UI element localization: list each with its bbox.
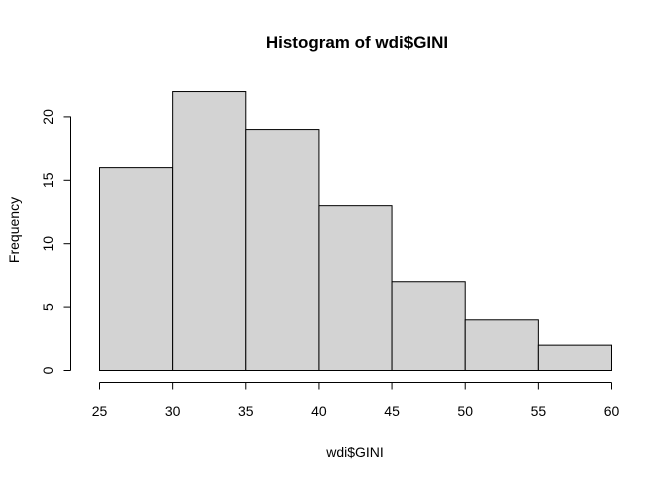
histogram-bar-50-55 <box>464 319 539 371</box>
chart-title: Histogram of wdi$GINI <box>266 33 448 52</box>
histogram-bar-30-35 <box>172 91 247 371</box>
x-tick-label: 60 <box>604 403 620 419</box>
y-tick-label: 20 <box>40 109 56 125</box>
y-tick-label: 0 <box>40 366 56 374</box>
x-axis-ticks: 25 30 35 40 45 50 55 60 <box>92 382 620 419</box>
x-tick-label: 30 <box>165 403 181 419</box>
histogram-bar-45-50 <box>391 281 466 371</box>
x-axis-label: wdi$GINI <box>325 444 384 460</box>
histogram-bar-40-45 <box>318 205 393 371</box>
histogram-bars <box>99 91 612 372</box>
histogram-bar-35-40 <box>245 129 320 371</box>
y-tick-label: 15 <box>40 172 56 188</box>
x-tick-label: 55 <box>531 403 547 419</box>
x-tick-label: 45 <box>384 403 400 419</box>
histogram-bar-25-30 <box>99 167 174 371</box>
y-axis-ticks: 0 5 10 15 20 <box>40 109 71 374</box>
x-tick-label: 35 <box>238 403 254 419</box>
x-tick-label: 25 <box>92 403 108 419</box>
y-tick-label: 10 <box>40 236 56 252</box>
histogram-bar-55-60 <box>537 344 612 372</box>
y-axis-label: Frequency <box>6 197 22 263</box>
y-tick-label: 5 <box>40 303 56 311</box>
x-tick-label: 40 <box>311 403 327 419</box>
x-tick-label: 50 <box>457 403 473 419</box>
